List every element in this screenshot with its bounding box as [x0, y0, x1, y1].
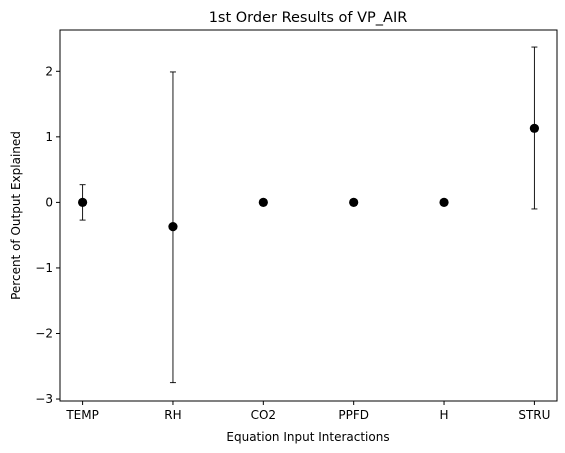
plot-area: [78, 46, 540, 384]
data-point: [78, 197, 88, 207]
y-axis: −3 −2 −1 0 1 2: [35, 64, 60, 406]
x-tick-label: PPFD: [338, 408, 369, 422]
data-point: [168, 222, 178, 232]
chart-title: 1st Order Results of VP_AIR: [209, 10, 408, 26]
plot-frame: [59, 29, 558, 402]
y-tick-label: 0: [45, 195, 53, 209]
y-tick-label: −3: [35, 392, 53, 406]
x-tick-label: RH: [164, 408, 181, 422]
y-axis-label: Percent of Output Explained: [9, 131, 23, 300]
x-axis-label: Equation Input Interactions: [226, 430, 389, 444]
y-tick-label: 1: [45, 130, 53, 144]
y-tick-label: 2: [45, 64, 53, 78]
x-axis: TEMP RH CO2 PPFD H STRU: [65, 401, 550, 422]
data-point: [439, 197, 449, 207]
data-point: [349, 197, 359, 207]
y-tick-label: −2: [35, 326, 53, 340]
x-tick-label: STRU: [518, 408, 550, 422]
y-tick-label: −1: [35, 261, 53, 275]
x-tick-label: H: [440, 408, 449, 422]
x-tick-label: CO2: [251, 408, 276, 422]
data-point: [529, 123, 540, 133]
data-point: [258, 197, 268, 207]
x-tick-label: TEMP: [65, 408, 99, 422]
